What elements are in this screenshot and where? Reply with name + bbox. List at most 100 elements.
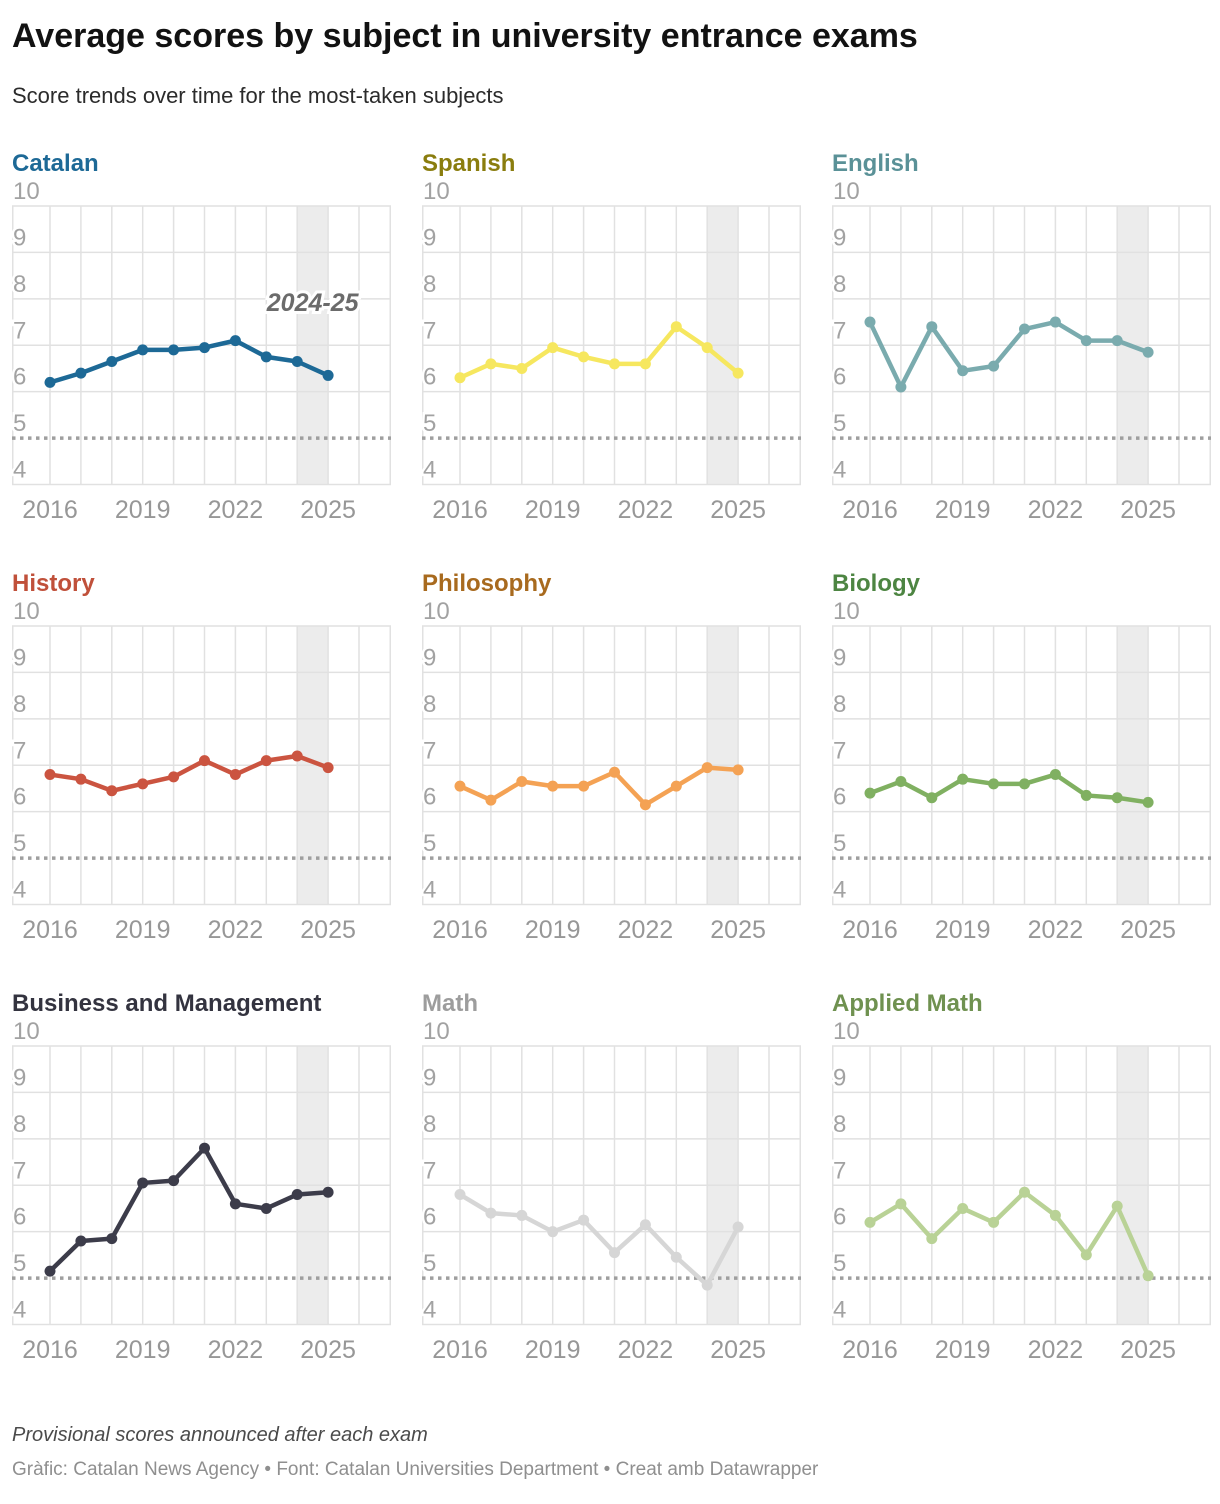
y-tick-label: 6 — [13, 1204, 26, 1231]
x-tick-label: 2022 — [208, 496, 264, 524]
x-tick-label: 2025 — [710, 496, 766, 524]
data-point — [485, 794, 497, 806]
x-tick-label: 2022 — [1028, 496, 1084, 524]
y-tick-label: 4 — [833, 457, 846, 484]
y-tick-label: 7 — [423, 317, 436, 344]
data-point — [291, 1189, 303, 1201]
data-point — [75, 367, 87, 379]
y-tick-label: 5 — [833, 410, 846, 437]
chart-title: English — [832, 150, 919, 177]
data-point — [1111, 1200, 1123, 1212]
page-subtitle: Score trends over time for the most-take… — [12, 83, 504, 108]
y-tick-label: 6 — [833, 784, 846, 811]
data-point — [609, 358, 620, 370]
data-point — [1142, 1270, 1154, 1282]
page-footer: Provisional scores announced after each … — [12, 1422, 1208, 1482]
data-point — [137, 778, 149, 790]
x-tick-label: 2019 — [115, 1336, 171, 1364]
x-tick-label: 2025 — [1120, 1336, 1176, 1364]
data-point — [1049, 1209, 1061, 1221]
y-tick-label: 6 — [833, 364, 846, 391]
x-tick-label: 2019 — [935, 916, 991, 944]
y-tick-label: 8 — [423, 271, 436, 298]
data-point — [168, 1175, 180, 1187]
chart-title: Catalan — [12, 150, 99, 177]
y-tick-label: 8 — [13, 1111, 26, 1138]
series-line — [457, 1192, 741, 1288]
y-tick-label: 4 — [833, 1297, 846, 1324]
data-point — [260, 1202, 272, 1214]
x-tick-label: 2016 — [432, 496, 488, 524]
y-tick-label: 5 — [13, 410, 26, 437]
x-tick-label: 2019 — [935, 1336, 991, 1364]
y-tick-label: 9 — [833, 644, 846, 671]
data-point — [322, 762, 334, 774]
data-point — [229, 769, 241, 781]
y-tick-label: 5 — [423, 830, 436, 857]
data-point — [864, 316, 876, 328]
chart-cell: Math 10 9 8 7 6 5 4 2016 2019 2022 2025 — [422, 990, 801, 1376]
y-tick-label: 10 — [423, 1018, 450, 1045]
data-point — [701, 1279, 713, 1291]
data-point — [864, 787, 876, 799]
data-point — [1019, 323, 1030, 335]
x-tick-label: 2022 — [618, 916, 674, 944]
y-tick-label: 8 — [13, 271, 26, 298]
y-tick-label: 10 — [833, 1018, 860, 1045]
x-tick-label: 2019 — [935, 496, 991, 524]
y-tick-label: 8 — [423, 691, 436, 718]
data-point — [1142, 346, 1154, 358]
data-point — [44, 376, 56, 388]
chart-title: Applied Math — [832, 990, 983, 1017]
data-point — [199, 1142, 210, 1154]
data-point — [1111, 792, 1123, 804]
y-tick-label: 6 — [423, 1204, 436, 1231]
x-tick-label: 2019 — [525, 1336, 581, 1364]
data-point — [516, 362, 528, 374]
x-tick-label: 2019 — [525, 496, 581, 524]
x-tick-label: 2016 — [22, 1336, 78, 1364]
data-point — [609, 766, 620, 778]
chart-plot: 10 9 8 7 6 5 4 2016 2019 2022 2025 — [832, 598, 1211, 944]
data-point — [485, 358, 497, 370]
y-tick-label: 4 — [833, 877, 846, 904]
data-point — [260, 755, 272, 767]
data-point — [609, 1247, 620, 1259]
data-point — [895, 1198, 907, 1210]
data-point — [1049, 769, 1061, 781]
chart-cell: History 10 9 8 7 6 5 4 2016 2019 2022 2025 — [12, 570, 391, 956]
data-point — [578, 351, 590, 363]
y-tick-label: 6 — [13, 364, 26, 391]
x-tick-label: 2022 — [1028, 1336, 1084, 1364]
data-point — [1080, 1249, 1092, 1261]
y-tick-label: 6 — [13, 784, 26, 811]
data-point — [75, 773, 87, 785]
y-tick-label: 6 — [423, 784, 436, 811]
series-line — [457, 765, 741, 807]
x-tick-label: 2016 — [842, 916, 898, 944]
chart-title: Biology — [832, 570, 920, 597]
x-tick-label: 2016 — [432, 1336, 488, 1364]
chart-title: Spanish — [422, 150, 516, 177]
data-point — [926, 1233, 938, 1245]
y-tick-label: 9 — [13, 224, 26, 251]
chart-plot: 10 9 8 7 6 5 4 2016 2019 2022 2025 — [832, 1018, 1211, 1364]
y-tick-label: 9 — [13, 644, 26, 671]
data-point — [578, 780, 590, 792]
series-line — [457, 324, 741, 381]
y-tick-label: 8 — [833, 691, 846, 718]
data-point — [864, 1216, 876, 1228]
data-point — [957, 773, 969, 785]
y-tick-label: 10 — [423, 598, 450, 625]
data-point — [732, 367, 744, 379]
y-tick-label: 7 — [833, 317, 846, 344]
data-point — [957, 365, 969, 377]
data-point — [547, 780, 559, 792]
x-tick-label: 2025 — [300, 496, 356, 524]
y-tick-label: 8 — [833, 1111, 846, 1138]
y-tick-label: 4 — [13, 457, 26, 484]
data-point — [701, 342, 713, 354]
y-tick-label: 9 — [833, 224, 846, 251]
page: Average scores by subject in university … — [0, 16, 1220, 1500]
x-tick-label: 2025 — [300, 916, 356, 944]
